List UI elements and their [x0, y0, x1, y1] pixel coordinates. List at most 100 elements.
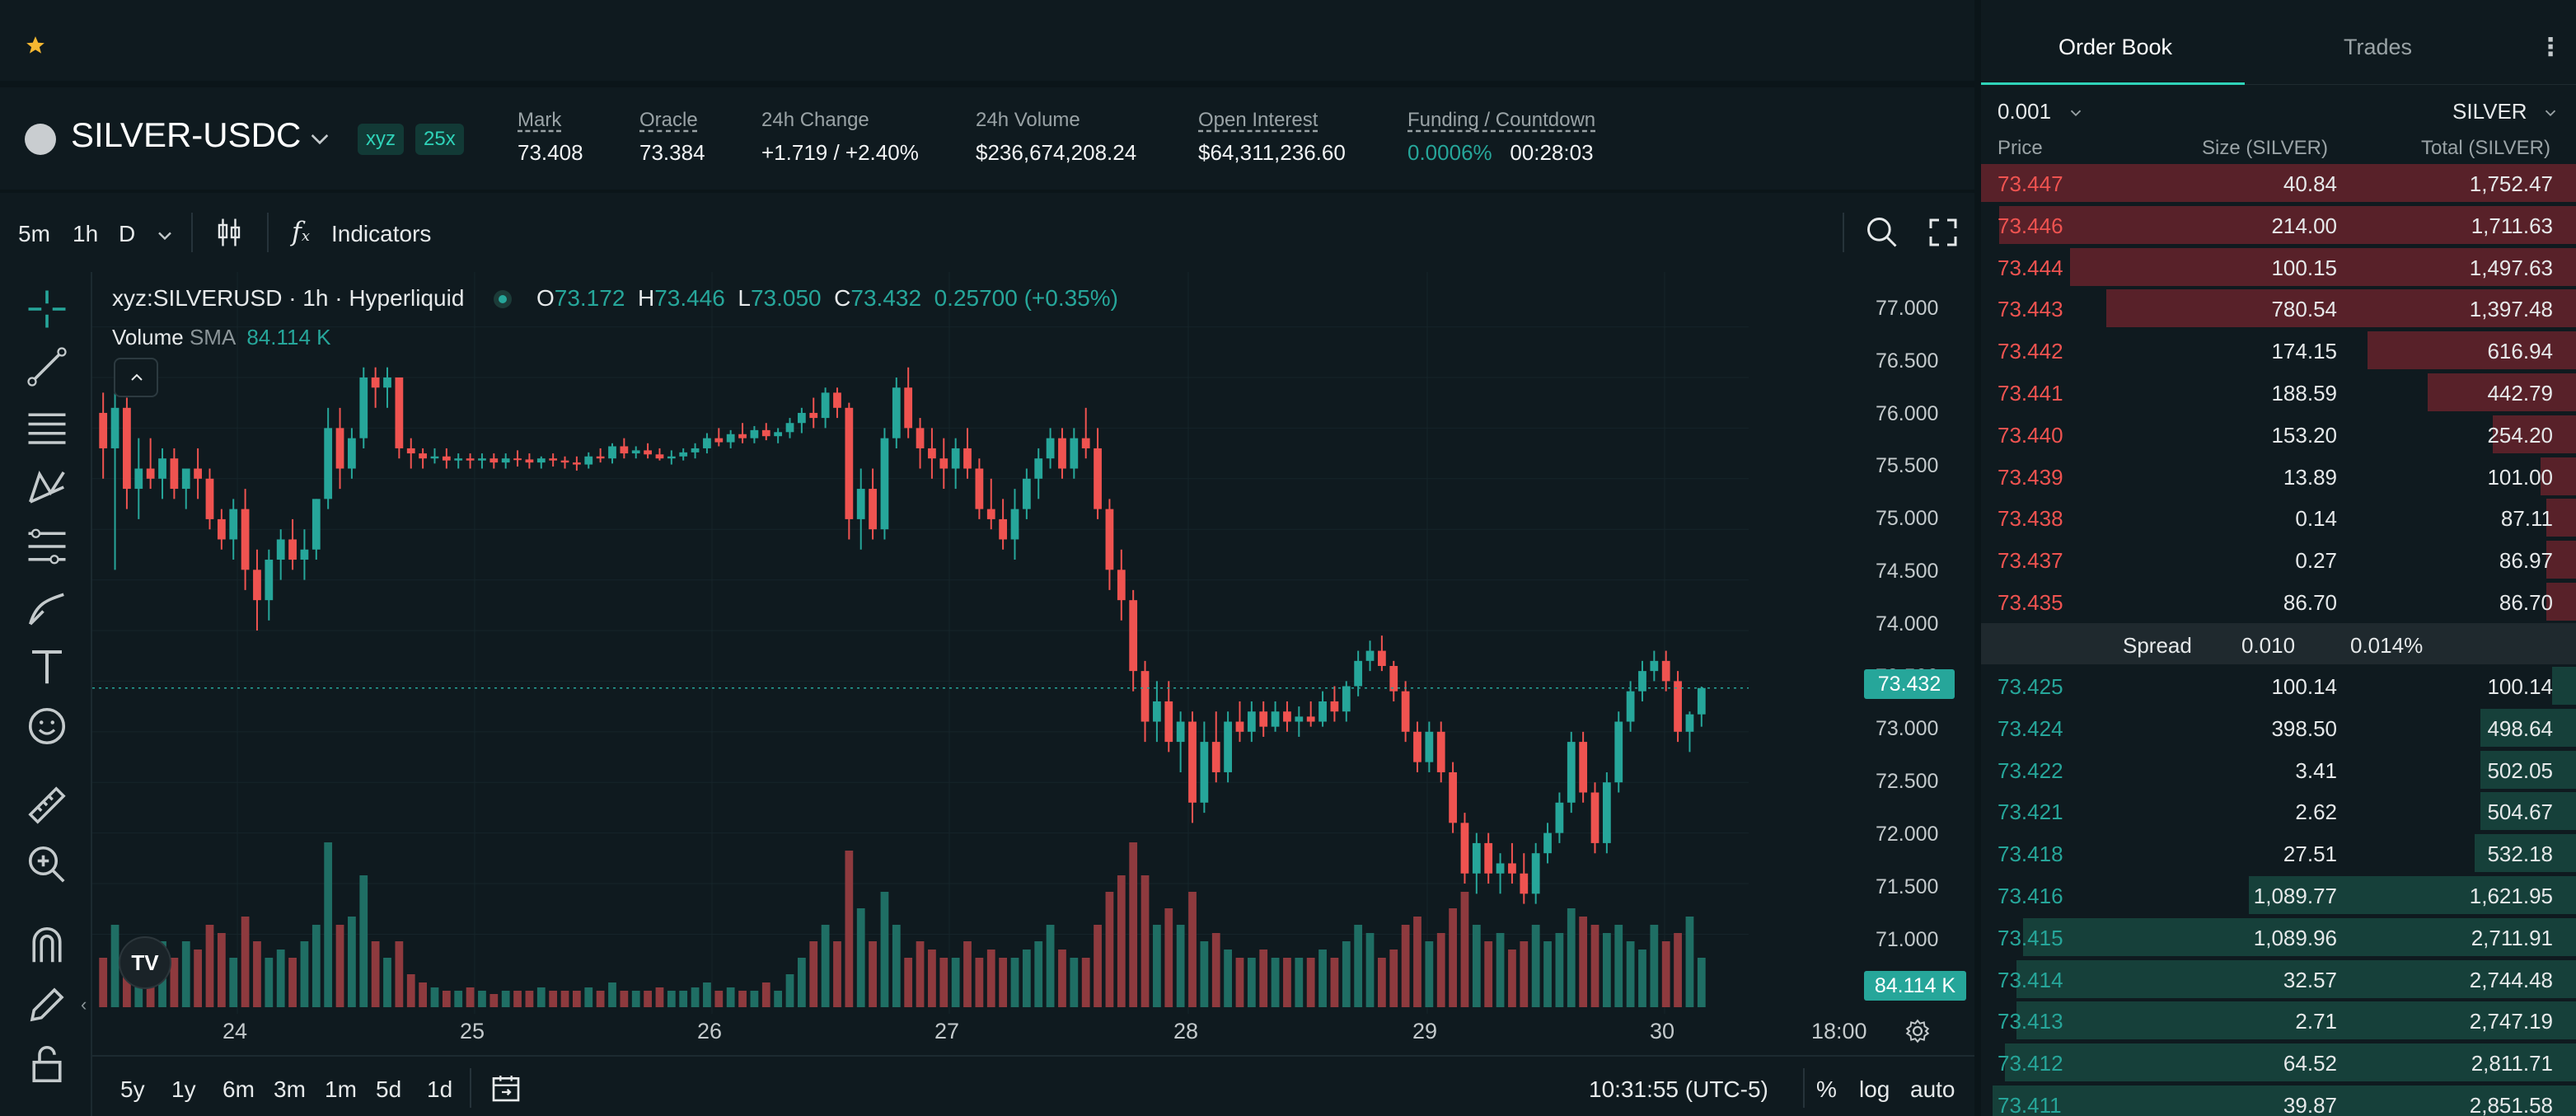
ask-row[interactable]: 73.441 188.59 442.79	[1981, 373, 2576, 412]
bid-row[interactable]: 73.411 39.87 2,851.58	[1981, 1085, 2576, 1116]
bid-row[interactable]: 73.415 1,089.96 2,711.91	[1981, 917, 2576, 957]
crosshair-icon[interactable]	[25, 287, 69, 331]
pattern-icon[interactable]	[25, 465, 69, 509]
chart-settings-icon[interactable]	[1904, 1017, 1932, 1045]
bid-row[interactable]: 73.425 100.14 100.14	[1981, 666, 2576, 706]
volume-bar	[1638, 950, 1646, 1007]
ask-row[interactable]: 73.435 86.70 86.70	[1981, 582, 2576, 621]
volume-bar	[1602, 933, 1611, 1007]
bid-row[interactable]: 73.413 2.71 2,747.19	[1981, 1001, 2576, 1040]
oracle-value: 73.384	[639, 140, 705, 165]
ask-row[interactable]: 73.442 174.15 616.94	[1981, 331, 2576, 370]
bid-row[interactable]: 73.412 64.52 2,811.71	[1981, 1043, 2576, 1082]
fx-icon[interactable]: fx	[292, 216, 310, 247]
volume-bar	[442, 991, 451, 1007]
more-options-icon[interactable]: ⋮	[2538, 34, 2563, 61]
row-total: 498.64	[2487, 715, 2553, 741]
ask-row[interactable]: 73.447 40.84 1,752.47	[1981, 163, 2576, 203]
candle-body	[1271, 711, 1280, 727]
volume-bar	[217, 933, 226, 1007]
bid-row[interactable]: 73.424 398.50 498.64	[1981, 708, 2576, 748]
bid-row[interactable]: 73.421 2.62 504.67	[1981, 791, 2576, 831]
trendline-icon[interactable]	[25, 345, 69, 389]
fib-levels-icon[interactable]	[25, 524, 69, 569]
chevron-down-icon[interactable]	[307, 125, 333, 152]
row-size: 1,089.77	[2253, 884, 2337, 908]
interval-d[interactable]: D	[119, 221, 136, 246]
indicators-button[interactable]: Indicators	[331, 221, 432, 246]
zoom-in-icon[interactable]	[25, 842, 69, 887]
candle-body	[1674, 681, 1682, 732]
interval-5m[interactable]: 5m	[18, 221, 50, 246]
candle-body	[1081, 438, 1090, 448]
horizontal-lines-icon[interactable]	[25, 406, 69, 450]
candle-body	[1211, 742, 1220, 772]
volume-bar	[1010, 958, 1019, 1007]
date-range-icon[interactable]	[489, 1071, 522, 1104]
volume-bar	[536, 987, 546, 1007]
interval-1h[interactable]: 1h	[73, 221, 99, 246]
interval-chevron-down-icon[interactable]	[153, 224, 176, 247]
candle-body	[608, 446, 616, 459]
ruler-icon[interactable]	[25, 783, 69, 828]
depth-bar	[2368, 331, 2576, 370]
range-5y[interactable]: 5y	[120, 1076, 145, 1102]
ask-row[interactable]: 73.443 780.54 1,397.48	[1981, 288, 2576, 328]
ask-row[interactable]: 73.446 214.00 1,711.63	[1981, 205, 2576, 245]
funding-countdown: 00:28:03	[1510, 140, 1594, 165]
zoom-cursor-icon[interactable]	[1864, 214, 1900, 251]
range-6m[interactable]: 6m	[222, 1076, 255, 1102]
volume-bar	[549, 991, 558, 1007]
bid-row[interactable]: 73.422 3.41 502.05	[1981, 750, 2576, 790]
bid-row[interactable]: 73.418 27.51 532.18	[1981, 833, 2576, 873]
ask-row[interactable]: 73.440 153.20 254.20	[1981, 415, 2576, 454]
star-icon[interactable]	[25, 35, 46, 56]
volume-bar	[430, 987, 439, 1007]
brush-icon[interactable]	[25, 585, 69, 630]
candle-body	[123, 407, 131, 490]
tab-trades[interactable]: Trades	[2344, 35, 2413, 59]
row-price: 73.437	[1998, 548, 2063, 574]
candle-body	[1661, 660, 1670, 682]
pair-title[interactable]: SILVER-USDC	[71, 115, 302, 154]
ask-row[interactable]: 73.438 0.14 87.11	[1981, 498, 2576, 537]
chart-clock[interactable]: 10:31:55 (UTC-5)	[1589, 1076, 1768, 1102]
auto-toggle[interactable]: auto	[1910, 1076, 1955, 1102]
collapse-legend-button[interactable]	[114, 358, 158, 397]
collapse-tools-icon[interactable]: ‹	[81, 994, 87, 1015]
ask-row[interactable]: 73.437 0.27 86.97	[1981, 540, 2576, 579]
range-3m[interactable]: 3m	[274, 1076, 306, 1102]
emoji-icon[interactable]	[25, 704, 69, 748]
volume-bar	[916, 941, 925, 1007]
tab-order-book[interactable]: Order Book	[2058, 35, 2173, 59]
magnet-icon[interactable]	[25, 923, 69, 968]
candles-icon[interactable]	[214, 216, 244, 249]
text-tool-icon[interactable]	[25, 645, 69, 689]
tradingview-logo[interactable]: TV	[119, 936, 171, 989]
candle-body	[489, 458, 499, 463]
unlock-icon[interactable]	[25, 1042, 69, 1086]
ask-row[interactable]: 73.444 100.15 1,497.63	[1981, 247, 2576, 287]
bid-row[interactable]: 73.416 1,089.77 1,621.95	[1981, 875, 2576, 915]
bid-row[interactable]: 73.414 32.57 2,744.48	[1981, 959, 2576, 999]
ask-row[interactable]: 73.439 13.89 101.00	[1981, 457, 2576, 496]
candle-body	[1508, 863, 1516, 874]
volume-bar	[750, 991, 759, 1007]
tick-size-select[interactable]: 0.001	[1998, 99, 2085, 124]
volume-bar	[1330, 958, 1339, 1007]
fullscreen-icon[interactable]	[1927, 216, 1960, 249]
range-1d[interactable]: 1d	[427, 1076, 453, 1102]
log-toggle[interactable]: log	[1859, 1076, 1890, 1102]
candle-body	[1259, 711, 1268, 727]
range-1m[interactable]: 1m	[325, 1076, 357, 1102]
range-5d[interactable]: 5d	[376, 1076, 402, 1102]
pencil-lock-icon[interactable]	[25, 982, 69, 1027]
legend-l-label: L	[738, 285, 751, 311]
percent-toggle[interactable]: %	[1816, 1076, 1837, 1102]
leverage-tag[interactable]: 25x	[415, 124, 464, 155]
range-1y[interactable]: 1y	[171, 1076, 196, 1102]
volume-bar	[205, 925, 214, 1007]
unit-select[interactable]: SILVER	[2452, 99, 2560, 124]
volume-bar	[963, 941, 972, 1007]
price-chart[interactable]	[92, 272, 1864, 1014]
